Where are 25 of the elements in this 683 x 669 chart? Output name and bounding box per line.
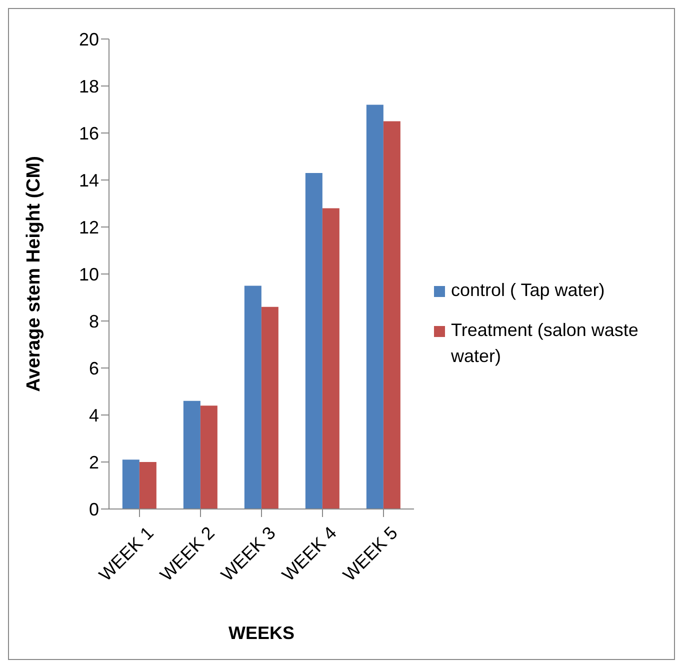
y-tick-label: 4 xyxy=(88,405,99,426)
legend-label: Treatment (salon waste water) xyxy=(451,319,640,368)
bar xyxy=(183,400,200,509)
bar xyxy=(366,104,384,509)
y-tick-label: 12 xyxy=(78,217,99,238)
y-tick-label: 16 xyxy=(78,123,99,144)
bar xyxy=(244,286,262,509)
y-axis-title: Average stem Height (CM) xyxy=(24,156,45,392)
legend-label: control ( Tap water) xyxy=(451,279,605,302)
bar xyxy=(122,460,140,509)
x-axis-title: WEEKS xyxy=(228,623,295,643)
bar xyxy=(139,462,156,509)
y-tick-label: 0 xyxy=(88,499,99,520)
bar xyxy=(305,172,322,509)
y-tick-label: 6 xyxy=(88,358,99,378)
bar xyxy=(322,208,340,509)
y-tick-label: 14 xyxy=(78,170,99,190)
bar xyxy=(261,306,278,509)
y-tick-label: 2 xyxy=(88,452,99,472)
y-tick-label: 20 xyxy=(78,29,99,50)
bar xyxy=(200,406,218,509)
y-tick-label: 18 xyxy=(78,76,99,96)
y-tick-label: 8 xyxy=(88,311,99,332)
y-tick-label: 10 xyxy=(78,264,99,284)
bar xyxy=(383,121,400,509)
